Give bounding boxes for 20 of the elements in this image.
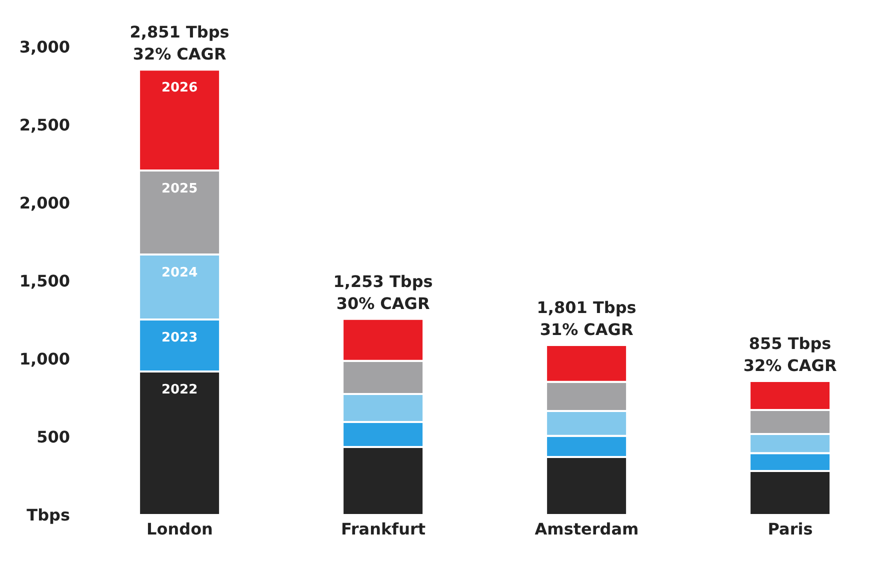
y-tick-label: 500	[36, 428, 70, 447]
y-tick-label: 1,500	[19, 272, 70, 291]
y-tick-label: 1,000	[19, 350, 70, 369]
x-tick-label: Paris	[768, 519, 813, 538]
y-tick-label: 2,500	[19, 116, 70, 135]
total-label: 2,851 Tbps 32% CAGR	[130, 22, 230, 64]
y-tick-label: Tbps	[26, 506, 70, 525]
series-label: 2025	[161, 182, 198, 197]
x-tick-label: Amsterdam	[534, 519, 639, 538]
x-tick-label: Frankfurt	[340, 519, 426, 538]
series-label: 2023	[161, 330, 198, 346]
total-label: 1,253 Tbps 30% CAGR	[333, 272, 433, 313]
series-label: 2026	[161, 80, 198, 96]
total-label: 1,801 Tbps 31% CAGR	[536, 298, 636, 339]
total-label: 855 Tbps 32% CAGR	[743, 334, 837, 375]
x-tick-label: London	[146, 519, 213, 538]
y-tick-label: 2,000	[19, 194, 70, 213]
y-tick-label: 3,000	[19, 38, 70, 57]
series-label: 2024	[161, 265, 198, 280]
series-label: 2022	[161, 382, 198, 398]
